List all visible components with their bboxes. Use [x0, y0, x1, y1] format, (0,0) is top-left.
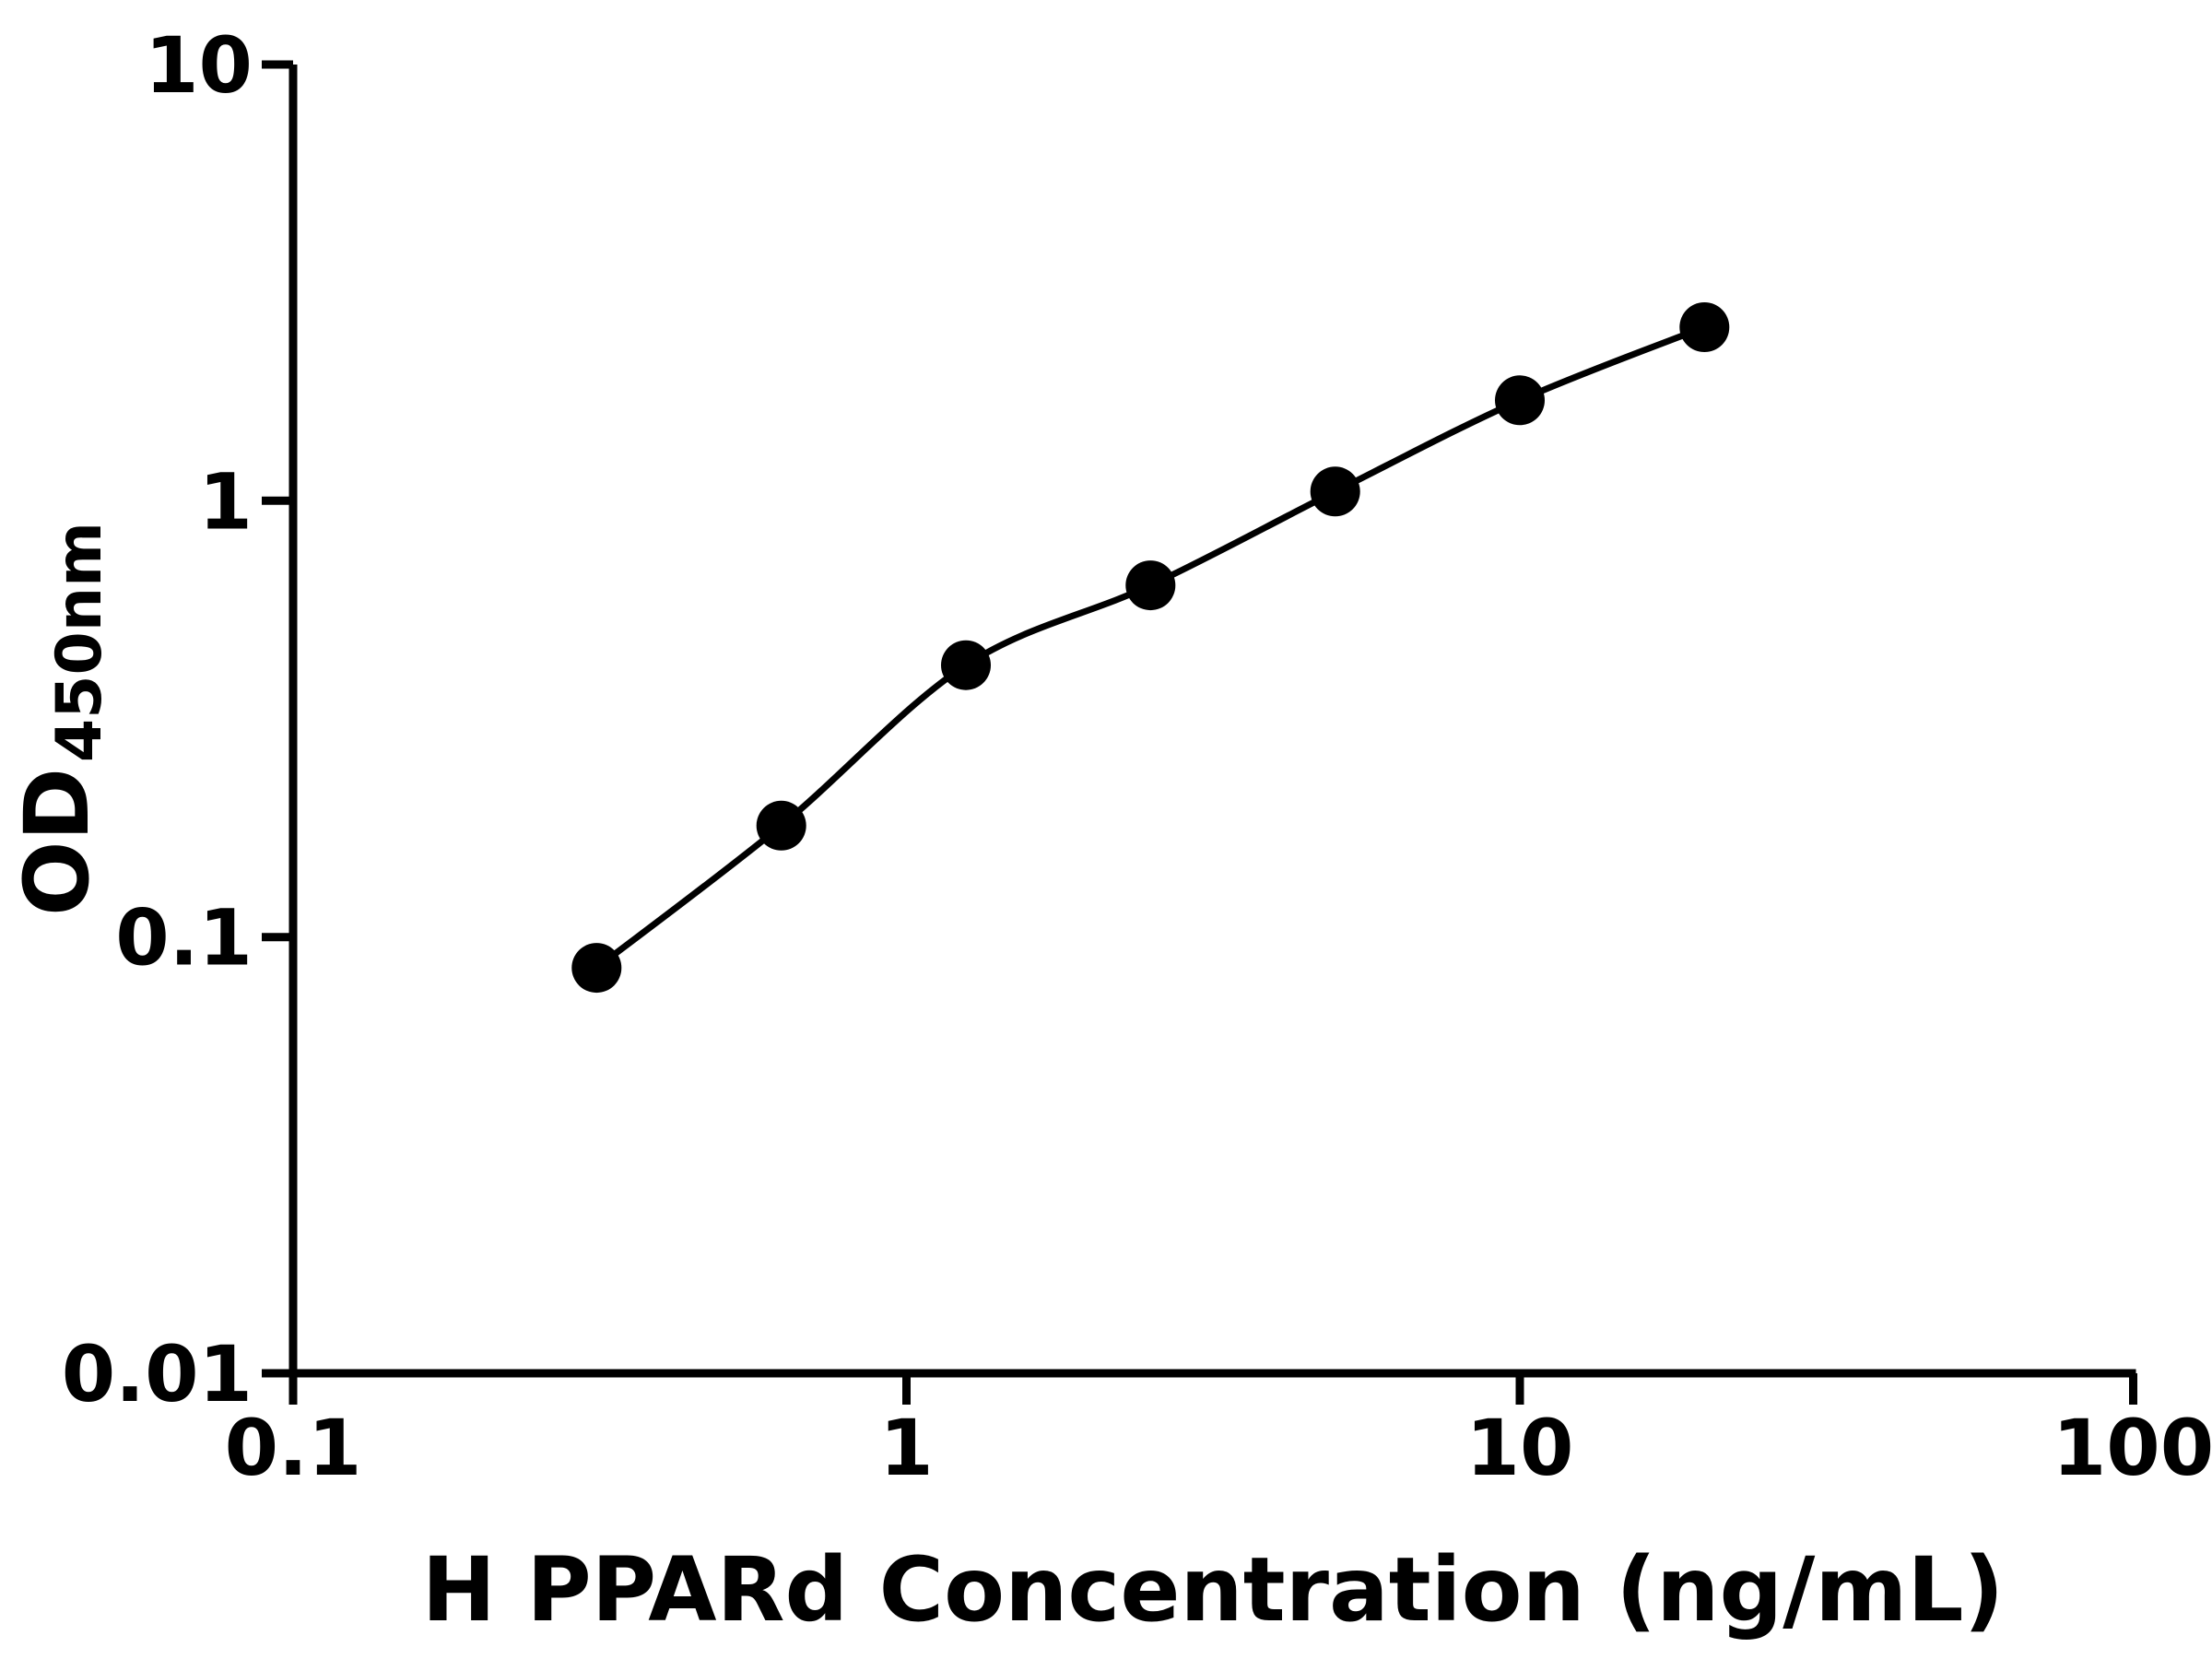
data-point-marker — [756, 800, 806, 851]
x-tick-label: 0.1 — [225, 1403, 362, 1493]
x-tick-label: 10 — [1466, 1403, 1574, 1493]
x-axis-title: H PPARd Concentration (ng/mL) — [422, 1538, 2005, 1641]
data-point-marker — [1125, 560, 1176, 611]
x-tick-label: 1 — [879, 1403, 933, 1493]
x-tick-label: 100 — [2053, 1403, 2212, 1493]
y-axis-title-subscript: 450nm — [43, 522, 116, 762]
data-point-marker — [941, 640, 991, 690]
y-tick-label: 10 — [145, 20, 253, 111]
standard-curve-line — [594, 324, 1706, 971]
y-tick-label: 0.01 — [62, 1329, 253, 1419]
y-tick-label: 1 — [199, 456, 253, 547]
y-axis-title-main: OD — [6, 768, 109, 916]
y-axis-title: OD 450nm — [6, 522, 116, 916]
data-point-marker — [1495, 375, 1545, 426]
data-point-marker — [1679, 302, 1730, 352]
data-point-marker — [571, 943, 622, 994]
y-tick-label: 0.1 — [115, 893, 253, 983]
data-point-marker — [1310, 466, 1360, 517]
